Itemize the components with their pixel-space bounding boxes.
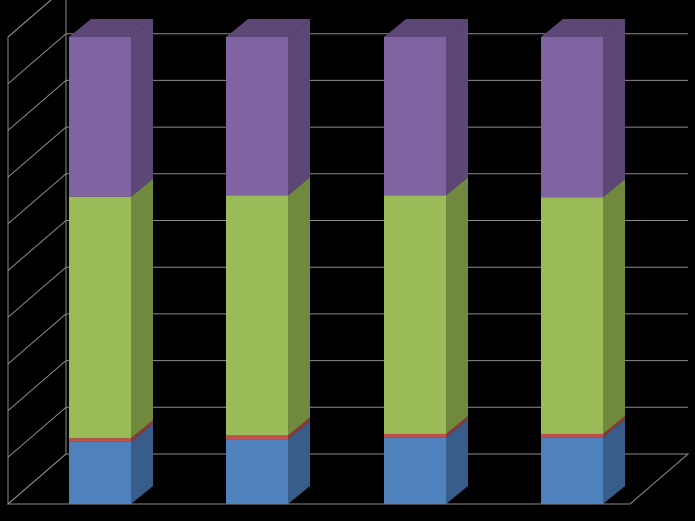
bar-segment	[69, 423, 153, 504]
bar-front-face	[541, 433, 603, 438]
bar-stack	[384, 19, 468, 504]
bar-side-face	[603, 179, 625, 434]
bar-front-face	[69, 438, 131, 442]
bar-side-face	[603, 415, 625, 438]
bar-top-face	[541, 19, 625, 37]
bar-stack	[541, 19, 625, 504]
bar-side-face	[603, 19, 625, 198]
bar-segment	[541, 179, 625, 434]
side-wall-gridline	[7, 80, 67, 131]
bar-side-face	[288, 177, 310, 436]
side-wall-gridline	[7, 0, 52, 38]
bar-segment	[69, 420, 153, 442]
bar-front-face	[69, 37, 131, 197]
bar-segment	[384, 415, 468, 438]
bar-side-face	[131, 19, 153, 197]
bar-front-face	[541, 37, 603, 198]
bar-segment	[541, 419, 625, 504]
bar-front-face	[226, 195, 288, 436]
bar-side-face	[288, 417, 310, 440]
bar-segment	[541, 415, 625, 438]
bar-segment	[226, 177, 310, 436]
side-wall-gridline	[7, 126, 67, 178]
bar-top-face	[226, 19, 310, 37]
bar-side-face	[131, 423, 153, 504]
bar-segment	[384, 19, 468, 196]
bar-front-face	[69, 441, 131, 504]
bar-side-face	[288, 421, 310, 504]
bar-stack	[69, 19, 153, 504]
bar-top-face	[69, 19, 153, 37]
bar-segment	[69, 19, 153, 197]
bar-segment	[69, 178, 153, 439]
bar-segment	[226, 417, 310, 440]
side-wall-gridline	[7, 220, 67, 271]
side-wall-gridline	[7, 33, 67, 85]
side-wall-gridline	[7, 313, 67, 365]
bar-front-face	[226, 435, 288, 440]
bar-segment	[226, 421, 310, 504]
bar-segment	[384, 419, 468, 504]
bar-side-face	[131, 420, 153, 442]
bar-stack	[226, 19, 310, 504]
bar-segment	[226, 19, 310, 196]
bar-side-face	[131, 178, 153, 439]
side-wall-gridline	[7, 406, 67, 458]
bar-top-face	[384, 19, 468, 37]
side-wall-gridline	[7, 266, 67, 318]
side-wall-top-edge	[7, 0, 52, 38]
bar-front-face	[384, 433, 446, 438]
side-wall-gridline	[7, 173, 67, 225]
bar-front-face	[226, 439, 288, 504]
bar-front-face	[541, 197, 603, 434]
bar-front-face	[69, 196, 131, 439]
bar-segment	[384, 177, 468, 434]
bar-front-face	[226, 37, 288, 196]
bar-front-face	[384, 195, 446, 434]
bar-stack-group	[69, 19, 625, 504]
side-wall-gridline	[7, 360, 67, 411]
bar-front-face	[384, 37, 446, 196]
bar-side-face	[446, 419, 468, 504]
bar-side-face	[603, 419, 625, 504]
bar-side-face	[446, 19, 468, 196]
bar-front-face	[384, 437, 446, 504]
bar-side-face	[446, 415, 468, 438]
bar-segment	[541, 19, 625, 198]
bar-front-face	[541, 437, 603, 504]
bar-side-face	[288, 19, 310, 196]
bar-side-face	[446, 177, 468, 434]
